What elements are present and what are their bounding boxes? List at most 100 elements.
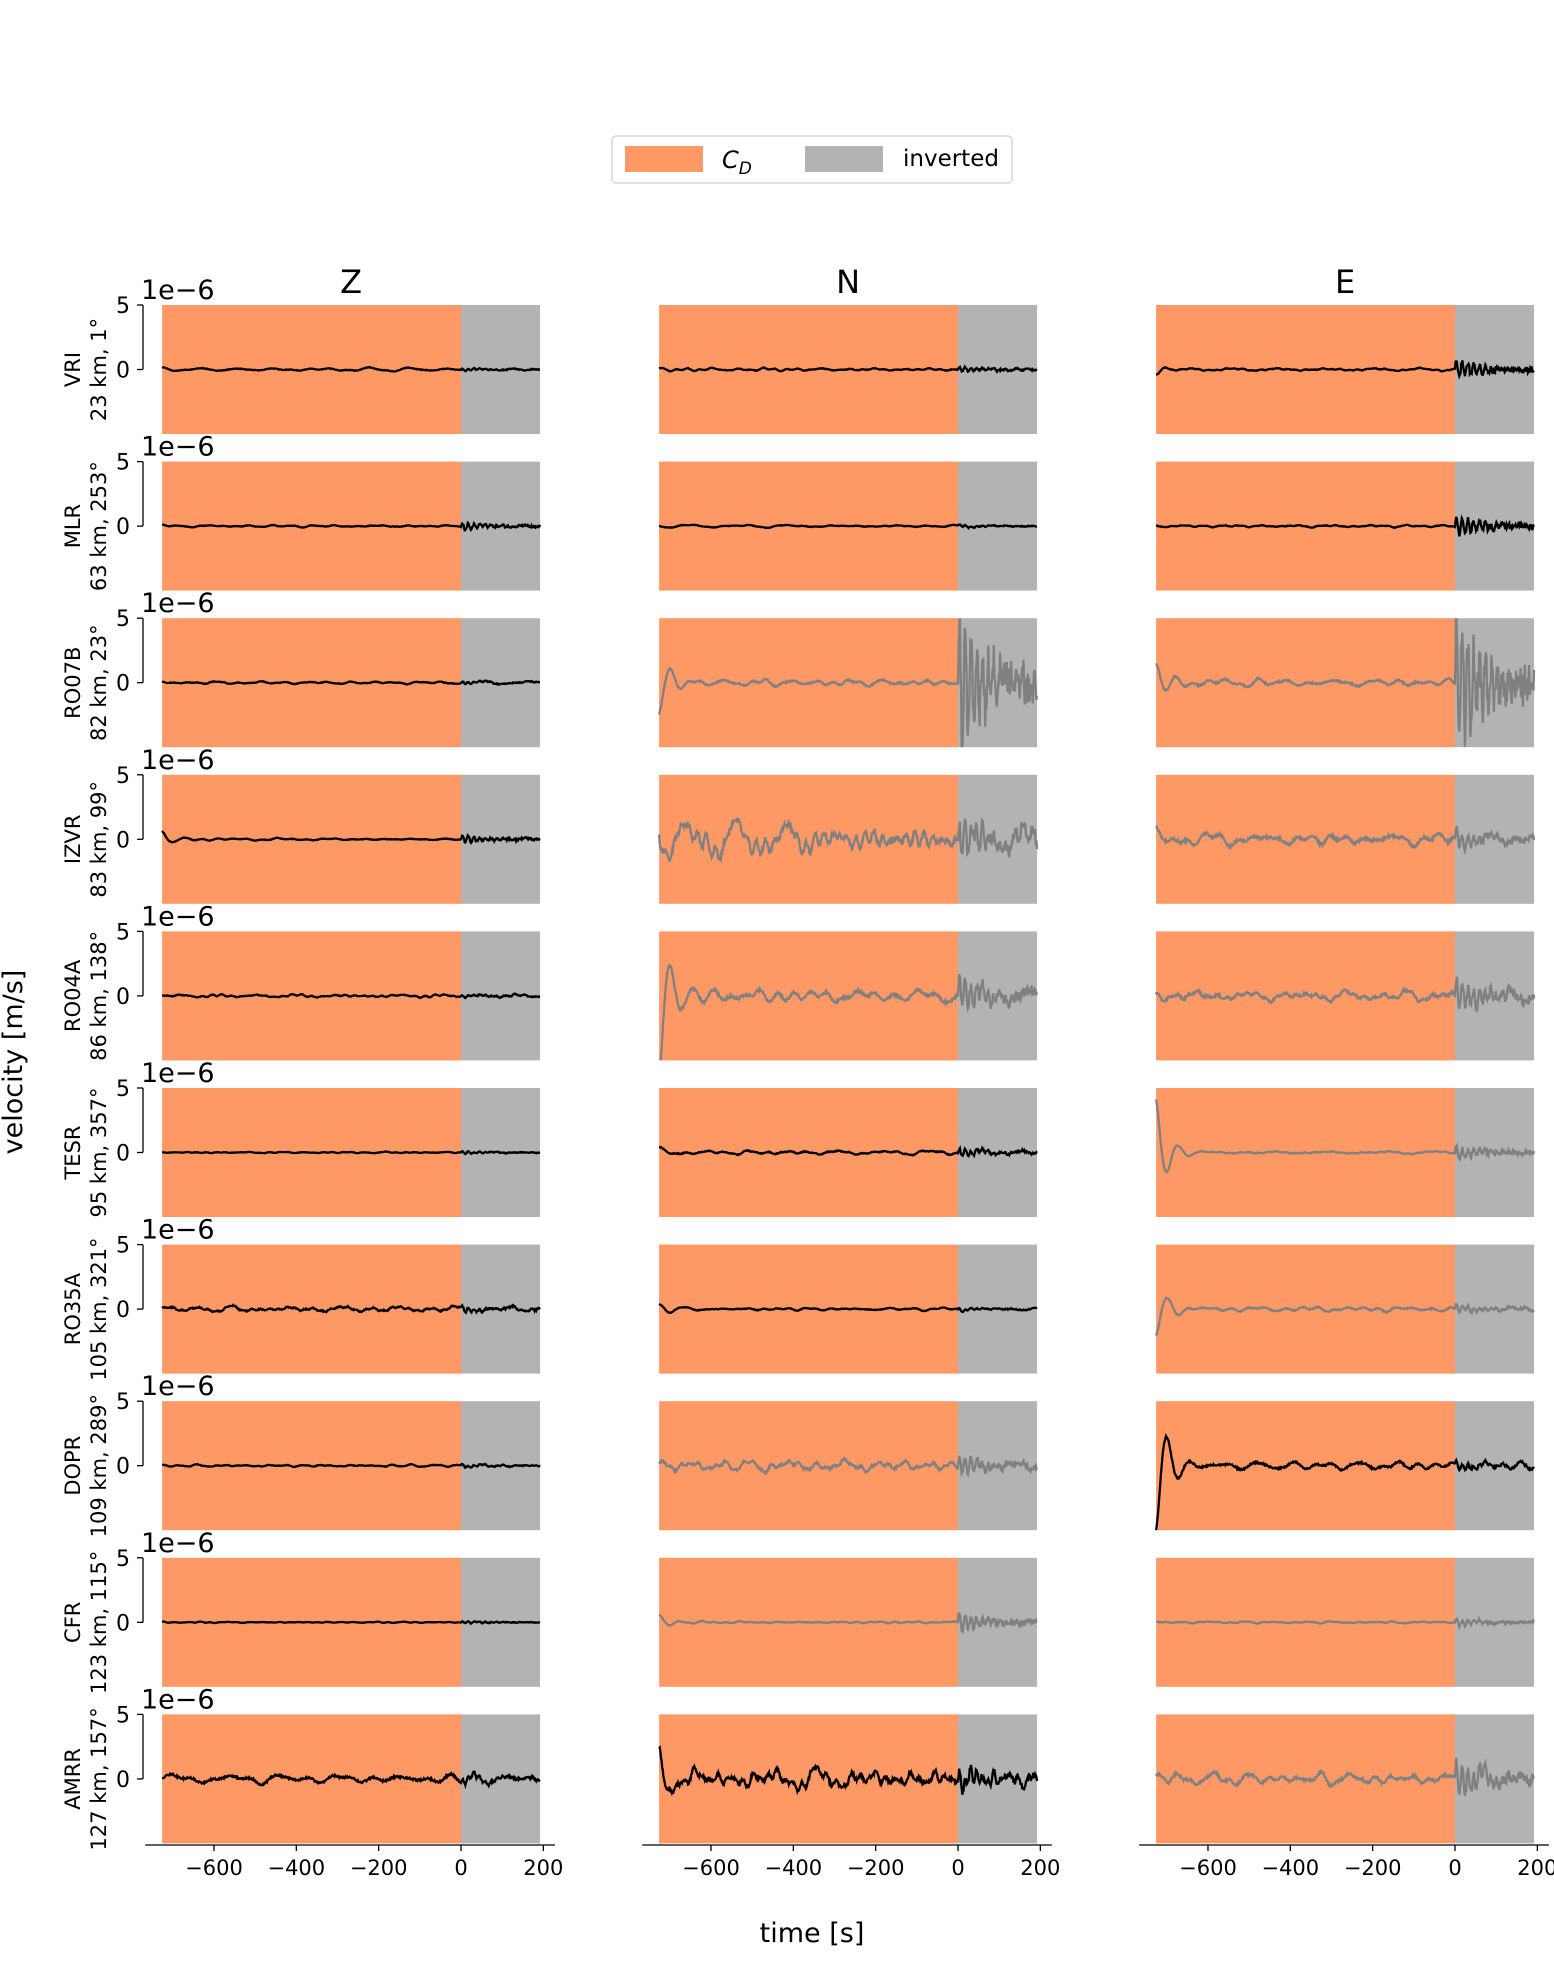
cd-window [659, 1401, 958, 1531]
waveform-trace [658, 1303, 1038, 1315]
x-tick-label: 200 [523, 1856, 563, 1880]
station-label: MLR63 km, 253° [61, 461, 111, 591]
x-tick-label: 200 [1020, 1856, 1060, 1880]
column-title-e: E [1335, 263, 1355, 301]
waveform-trace [161, 1462, 541, 1470]
panel-cfr-n [658, 1557, 1038, 1687]
x-tick-label: −600 [1179, 1856, 1237, 1880]
y-tick-label: 5 [116, 1234, 130, 1259]
panel-ro04a-e [1155, 931, 1536, 1061]
station-row-ro07b: RO07B82 km, 23° 0 5 1e−6 [61, 588, 1536, 748]
waveform-trace [1155, 1615, 1535, 1631]
waveform-trace [657, 618, 1039, 748]
x-tick-label: 200 [1517, 1856, 1554, 1880]
waveform-trace [161, 1149, 541, 1156]
y-tick-label: 5 [116, 920, 130, 945]
inverted-window [958, 774, 1038, 904]
panel-amrr-e [1155, 1714, 1535, 1844]
station-row-cfr: CFR123 km, 115° 0 5 1e−6 [61, 1528, 1535, 1694]
y-tick-label: 5 [116, 1077, 130, 1102]
panel-izvr-n [657, 774, 1039, 904]
x-tick-label: −400 [267, 1856, 325, 1880]
cd-window [1156, 1401, 1455, 1531]
y-tick-label: 0 [116, 1142, 130, 1167]
panel-vri-e [1155, 305, 1535, 434]
y-tick-label: 5 [116, 607, 130, 632]
panel-vri-z [161, 305, 541, 434]
panel-ro04a-z [161, 931, 541, 1061]
panel-cfr-e [1155, 1557, 1535, 1687]
panel-izvr-e [1155, 774, 1536, 904]
waveform-trace [161, 992, 541, 1000]
waveform-trace [161, 365, 541, 373]
legend-label-inverted: inverted [903, 146, 999, 172]
y-tick-label: 5 [116, 1390, 130, 1415]
x-tick-label: 0 [454, 1856, 467, 1880]
station-label: IZVR83 km, 99° [61, 781, 111, 898]
x-tick-label: −400 [764, 1856, 822, 1880]
panel-ro07b-n [657, 618, 1039, 748]
y-scale-label: 1e−6 [141, 745, 215, 776]
y-tick-label: 0 [116, 1611, 130, 1636]
legend-label-cd: CD [722, 146, 752, 179]
y-scale-label: 1e−6 [141, 1684, 215, 1715]
y-scale-label: 1e−6 [141, 901, 215, 932]
waveform-trace [161, 1303, 541, 1315]
panel-amrr-z [162, 1714, 541, 1844]
panel-ro07b-z [161, 618, 541, 748]
x-axis-e: −600 −400 −200 0 200 [1139, 1844, 1554, 1880]
x-tick-label: −200 [1344, 1856, 1402, 1880]
waveform-trace [1154, 1099, 1536, 1174]
waveform-trace [658, 364, 1038, 375]
x-tick-label: −200 [847, 1856, 905, 1880]
cd-window [659, 931, 958, 1061]
x-axis-label: time [s] [760, 1918, 865, 1949]
station-label: DOPR109 km, 289° [61, 1394, 111, 1537]
panel-tesr-e [1154, 1088, 1536, 1217]
waveform-trace [657, 816, 1039, 864]
station-label: RO07B82 km, 23° [61, 624, 111, 741]
y-tick-label: 5 [116, 1703, 130, 1728]
panel-ro35a-n [658, 1244, 1038, 1374]
station-label: VRI23 km, 1° [61, 318, 111, 421]
panel-tesr-z [161, 1088, 541, 1217]
y-scale-label: 1e−6 [141, 1528, 215, 1559]
station-label: AMRR127 km, 157° [61, 1707, 111, 1850]
y-scale-label: 1e−6 [141, 588, 215, 619]
x-tick-label: 0 [1448, 1856, 1461, 1880]
y-tick-label: 0 [116, 985, 130, 1010]
x-axis-z: −600 −400 −200 0 200 [145, 1844, 563, 1880]
inverted-window [958, 1714, 1038, 1844]
y-tick-label: 0 [116, 1298, 130, 1323]
x-tick-label: 0 [951, 1856, 964, 1880]
station-label: TESR95 km, 357° [61, 1088, 111, 1218]
y-scale-label: 1e−6 [141, 432, 215, 463]
legend: CD inverted [611, 135, 1013, 184]
column-title-n: N [836, 263, 860, 301]
waveform-trace [658, 1744, 1039, 1797]
panel-ro07b-e [1155, 618, 1536, 748]
y-scale-label: 1e−6 [141, 275, 215, 306]
x-tick-label: −400 [1261, 1856, 1319, 1880]
waveform-trace [1155, 618, 1536, 747]
station-label: RO35A105 km, 321° [61, 1237, 111, 1380]
panel-izvr-z [161, 774, 541, 904]
x-tick-label: −600 [185, 1856, 243, 1880]
waveform-trace [1155, 513, 1535, 537]
station-row-mlr: MLR63 km, 253° 0 5 1e−6 [61, 432, 1535, 591]
panel-ro04a-n [659, 931, 1039, 1061]
y-scale-label: 1e−6 [141, 1371, 215, 1402]
y-tick-label: 0 [116, 1455, 130, 1480]
station-row-amrr: AMRR127 km, 157° 0 5 1e−6 [61, 1684, 1535, 1851]
waveform-trace [1155, 824, 1536, 856]
y-tick-label: 5 [116, 451, 130, 476]
waveform-trace [1154, 1433, 1535, 1531]
y-tick-label: 5 [116, 1547, 130, 1572]
station-row-izvr: IZVR83 km, 99° 0 5 1e−6 [61, 745, 1536, 904]
panel-mlr-e [1155, 461, 1535, 591]
waveform-trace [658, 523, 1038, 530]
panel-ro35a-e [1154, 1244, 1535, 1374]
panel-tesr-n [658, 1088, 1038, 1217]
y-tick-label: 0 [116, 828, 130, 853]
